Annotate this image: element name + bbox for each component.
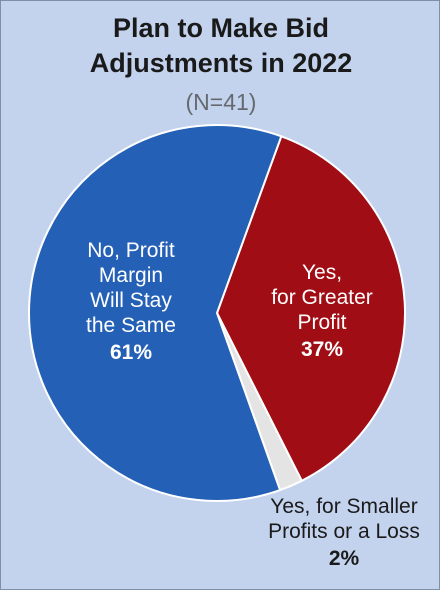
slice-label-text: for Greater: [271, 286, 373, 309]
pie-slice-3: [28, 124, 283, 502]
slice-label-text: Will Stay: [90, 289, 172, 312]
slice-percent-label: 37%: [301, 338, 343, 361]
slice-label-text: Profits or a Loss: [268, 520, 420, 543]
slice-label-text: Yes,: [302, 261, 342, 284]
slice-label-text: No, Profit: [87, 239, 175, 262]
slice-label-text: Margin: [99, 264, 163, 287]
slice-label-text: Yes, for Smaller: [270, 495, 417, 518]
chart-title-line-1: Plan to Make Bid: [112, 13, 330, 43]
pie-slice-1: [216, 135, 406, 482]
slice-percent-label: 61%: [110, 341, 152, 364]
slice-label-text: the Same: [86, 314, 176, 337]
slice-percent-label: 2%: [329, 547, 360, 570]
chart-subtitle: (N=41): [185, 89, 257, 115]
slice-label-text: Profit: [297, 311, 346, 334]
chart-title: Plan to Make Bid Adjustments in 2022: [1, 11, 440, 81]
chart-title-line-2: Adjustments in 2022: [89, 48, 353, 78]
